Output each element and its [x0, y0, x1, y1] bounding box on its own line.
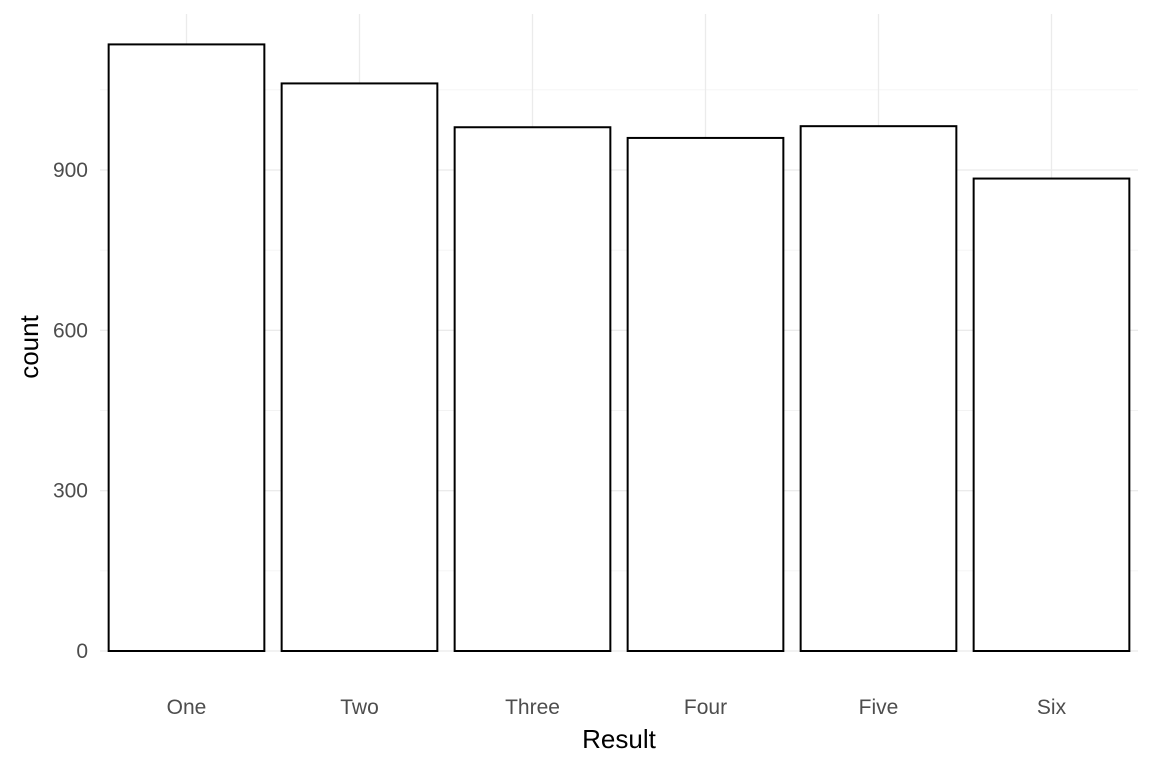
bar-three — [453, 126, 612, 652]
x-tick-label: Five — [859, 696, 899, 719]
x-tick-label: Six — [1037, 696, 1067, 719]
y-tick-label: 900 — [53, 159, 88, 182]
y-tick-label: 600 — [53, 319, 88, 342]
x-axis-title: Result — [582, 724, 656, 754]
x-tick-label: Four — [684, 696, 727, 719]
y-tick-label: 0 — [76, 640, 88, 663]
bar-five — [799, 125, 958, 653]
y-tick-label: 300 — [53, 480, 88, 503]
bar-six — [972, 177, 1131, 652]
bars — [107, 43, 1131, 653]
x-axis-tick-labels: One Two Three Four Five Six — [167, 696, 1067, 719]
bar-one — [107, 43, 266, 652]
bar-four — [626, 136, 785, 652]
x-tick-label: Three — [505, 696, 560, 719]
x-tick-label: One — [167, 696, 207, 719]
y-axis-title: count — [14, 314, 44, 378]
bar-two — [280, 82, 439, 653]
y-axis-tick-labels: 0 300 600 900 — [53, 159, 88, 663]
x-tick-label: Two — [340, 696, 379, 719]
